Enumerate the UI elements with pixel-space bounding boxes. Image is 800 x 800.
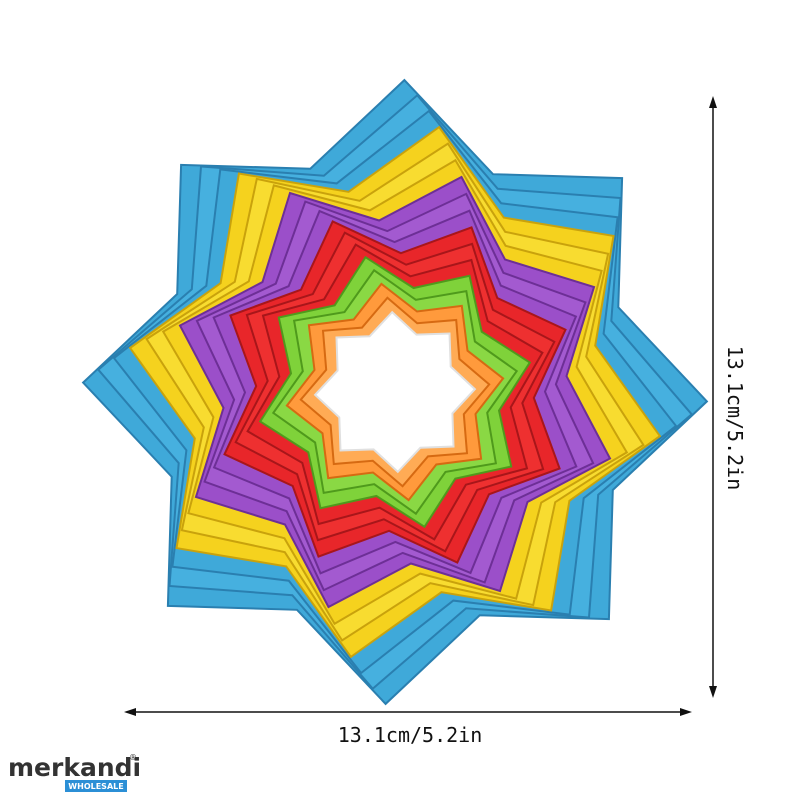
width-label: 13.1cm/5.2in [338,723,483,747]
logo-tagline: WHOLESALE [68,782,123,791]
height-label: 13.1cm/5.2in [723,346,747,491]
star-layer [313,310,477,474]
height-arrow [709,96,717,698]
width-arrow [124,708,692,716]
logo-mark: ® [129,753,137,762]
logo-badge [65,780,127,792]
rainbow-star-toy [81,78,709,706]
logo-name: merkandi [8,753,141,782]
